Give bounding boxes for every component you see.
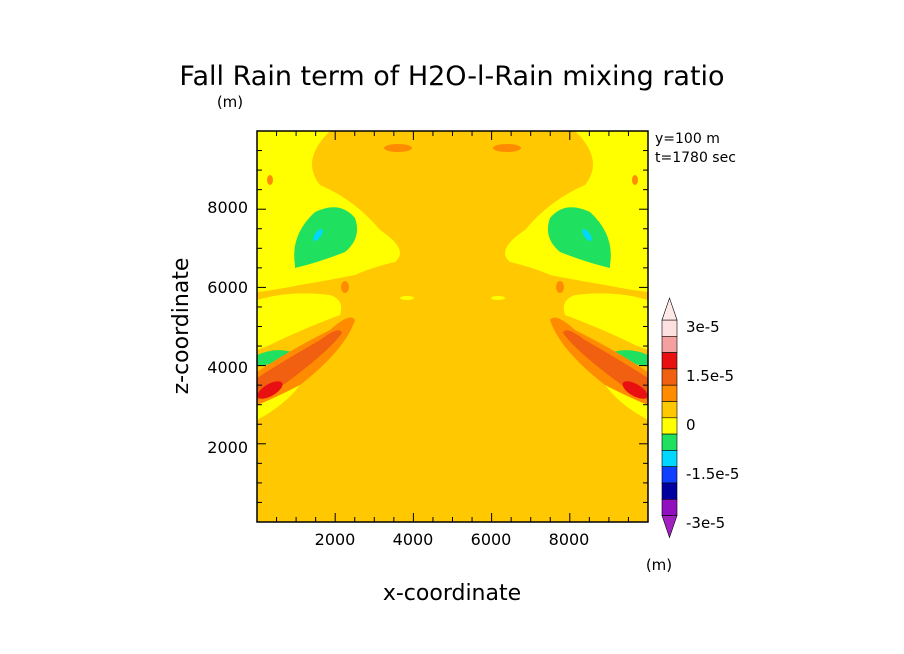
colorbar-under-arrow [661,515,678,539]
chart-title: Fall Rain term of H2O-l-Rain mixing rati… [179,61,724,92]
heatmap-field [257,131,648,522]
colorbar-segment [661,401,678,419]
colorbar-segment [661,498,678,516]
colorbar-segment [661,384,678,402]
axis-ticks [257,131,648,522]
colorbar-labels: 3e-5 1.5e-5 0 -1.5e-5 -3e-5 [686,318,739,532]
colorbar-segment [661,368,678,386]
green-vortex [294,207,358,268]
y-tick-label: 2000 [207,438,248,457]
colorbar-label: 1.5e-5 [686,367,734,385]
annotation-y: y=100 m [655,131,720,147]
top-unit-label: (m) [217,93,243,111]
x-tick-label: 8000 [549,530,590,549]
colorbar-segment [661,417,678,435]
y-tick-label: 6000 [207,278,248,297]
y-axis-label: z-coordinate [169,258,194,395]
cyan-core [313,229,323,241]
colorbar-segment [661,450,678,467]
x-tick-label: 2000 [315,530,356,549]
y-tick-labels: 2000 4000 6000 8000 [207,198,248,457]
colorbar-over-arrow [661,297,678,321]
colorbar-segment [661,433,678,451]
x-axis-label: x-coordinate [383,581,521,606]
colorbar-segment [661,482,678,500]
colorbar-label: -3e-5 [686,514,725,532]
colorbar-unit: (m) [646,556,672,574]
colorbar-segment [661,466,678,484]
red-core [257,381,283,399]
x-tick-label: 4000 [393,530,434,549]
colorbar-label: -1.5e-5 [686,465,739,483]
colorbar-segment [661,319,678,337]
x-tick-labels: 2000 4000 6000 8000 [315,530,590,549]
y-tick-label: 4000 [207,358,248,377]
orange-top-blob [384,144,412,152]
colorbar-label: 3e-5 [686,318,720,336]
colorbar-label: 0 [686,416,696,434]
colorbar-segment [661,352,678,370]
green-lower [257,350,292,366]
y-tick-label: 8000 [207,198,248,217]
field-left-half [257,131,414,420]
x-tick-label: 6000 [471,530,512,549]
colorbar-segment [661,335,678,353]
annotation-t: t=1780 sec [655,150,736,166]
colorbar [661,297,678,539]
